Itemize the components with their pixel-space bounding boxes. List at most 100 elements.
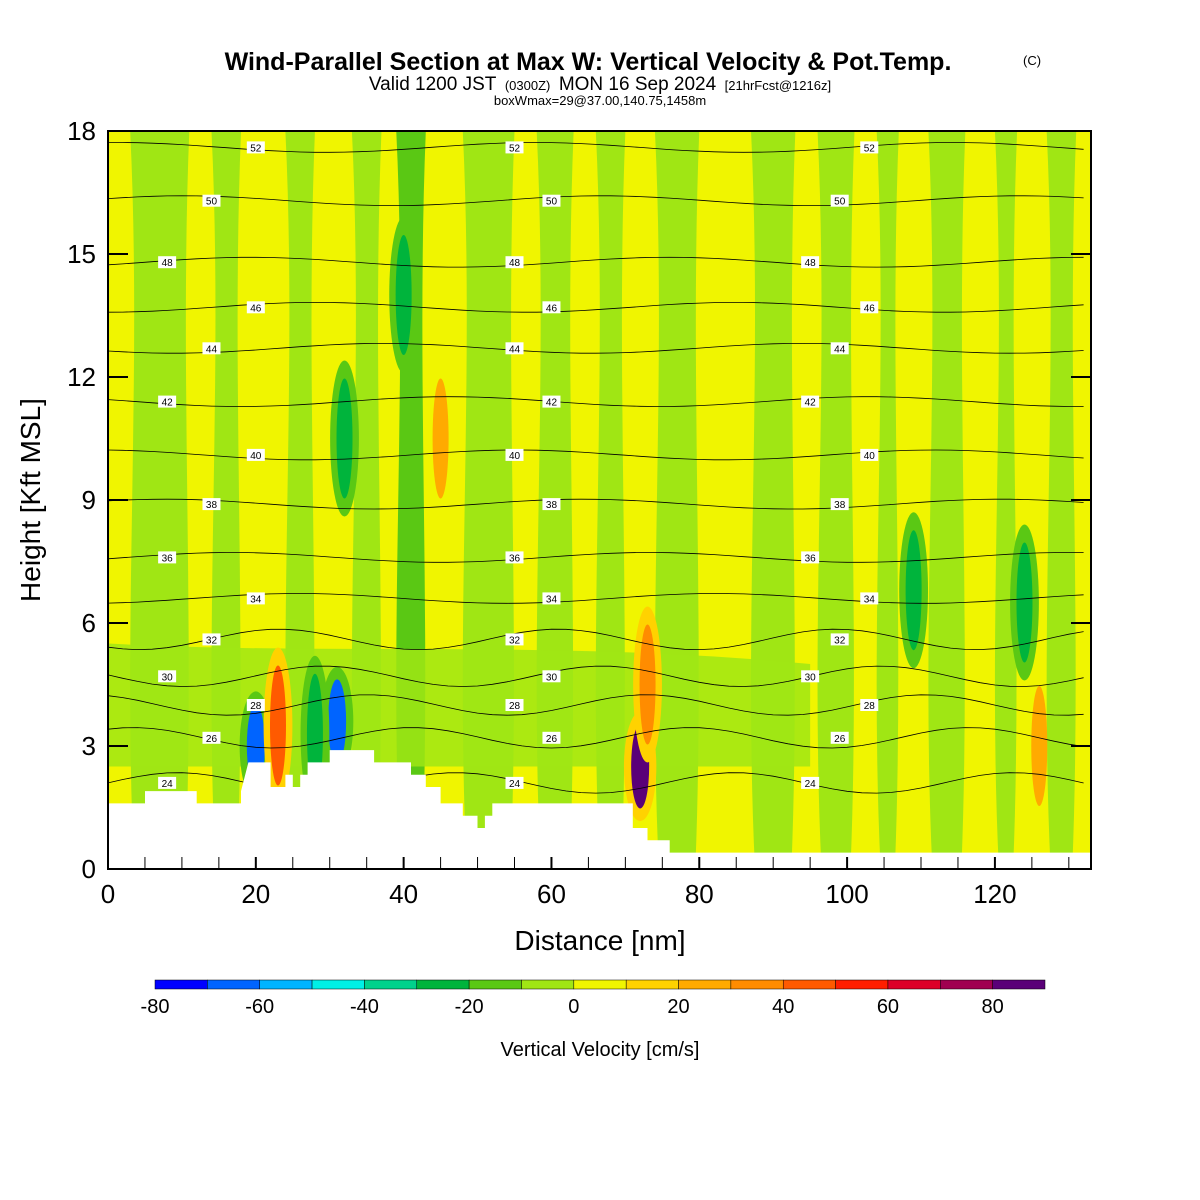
theta-contour-48: [108, 256, 1084, 268]
colorbar-swatch: [207, 979, 260, 990]
colorbar-tick-label: -80: [141, 996, 170, 1018]
theta-label-bg: [158, 776, 177, 789]
colorbar-swatch: [416, 979, 470, 990]
theta-label-bg: [801, 776, 820, 789]
theta-contour-label: 28: [509, 701, 521, 712]
theta-contour-label: 26: [546, 734, 558, 745]
subtitle-valid: Valid 1200 JST: [369, 74, 497, 95]
x-tick-label: 20: [241, 879, 270, 909]
theta-contour-26: [108, 727, 1084, 749]
colorbar-swatch: [887, 979, 941, 990]
theta-label-bg: [202, 731, 221, 744]
x-tick-label: 120: [973, 879, 1016, 909]
theta-label-bg: [158, 395, 177, 408]
colorbar-swatch: [835, 979, 889, 990]
theta-label-bg: [505, 776, 524, 789]
colorbar-swatch: [468, 979, 522, 990]
theta-label-bg: [830, 342, 849, 355]
theta-label-bg: [505, 699, 524, 711]
x-axis-label: Distance [nm]: [514, 925, 685, 956]
theta-contour-label: 42: [805, 398, 817, 409]
theta-contour-label: 32: [509, 635, 521, 646]
theta-contour-32: [108, 628, 1084, 651]
theta-contour-label: 34: [250, 594, 262, 605]
theta-contour-label: 50: [546, 197, 558, 208]
theta-contour-label: 50: [834, 197, 846, 208]
theta-label-bg: [542, 194, 561, 207]
theta-label-bg: [830, 731, 849, 744]
theta-contour-42: [108, 396, 1084, 407]
theta-label-bg: [801, 551, 820, 564]
colorbar-swatch: [940, 979, 993, 990]
theta-label-bg: [801, 256, 820, 269]
theta-label-bg: [542, 395, 561, 408]
theta-label-bg: [830, 633, 849, 646]
theta-contour-label: 48: [162, 258, 174, 269]
theta-label-bg: [505, 141, 524, 154]
theta-contour-label: 42: [162, 398, 174, 409]
theta-contour-label: 34: [546, 594, 558, 605]
potential-temperature-contours: 24 24 24 26 26 26 28 28 28 30 30 30 32 32 32 34 34 34 36 36…: [108, 141, 1084, 794]
theta-label-bg: [542, 592, 561, 605]
field-band-14: [1046, 131, 1077, 869]
colorbar-swatch: [782, 979, 836, 990]
plot-area: 24 24 24 26 26 26 28 28 28 30 30 30 32 32 32 34 34 34 36 36…: [108, 131, 1091, 869]
theta-contour-label: 52: [864, 143, 876, 154]
theta-label-bg: [542, 301, 561, 314]
theta-label-bg: [158, 670, 177, 683]
field-lowlevel-negative: [108, 643, 811, 767]
theta-label-bg: [801, 395, 820, 408]
y-tick-label: 12: [67, 362, 96, 392]
theta-contour-label: 30: [162, 672, 174, 683]
colorbar-swatch: [521, 979, 575, 990]
theta-label-bg: [158, 256, 177, 269]
x-tick-label: 100: [825, 879, 868, 909]
colorbar-tick-label: -20: [455, 996, 484, 1018]
theta-label-bg: [505, 256, 524, 269]
theta-contour-label: 24: [805, 779, 817, 790]
theta-contour-label: 32: [834, 635, 846, 646]
theta-label-bg: [246, 141, 265, 154]
theta-label-bg: [202, 194, 221, 207]
colorbar-tick-label: 80: [982, 996, 1004, 1018]
theta-contour-label: 38: [206, 500, 218, 511]
theta-contour-label: 36: [805, 553, 817, 564]
theta-label-bg: [158, 551, 177, 564]
y-tick-label: 15: [67, 239, 96, 269]
theta-contour-label: 36: [162, 553, 174, 564]
theta-contour-36: [108, 552, 1084, 563]
theta-label-bg: [860, 141, 879, 154]
y-tick-label: 9: [82, 485, 96, 515]
theta-label-bg: [505, 633, 524, 646]
theta-label-bg: [860, 448, 879, 461]
theta-contour-34: [108, 593, 1084, 604]
w-feature-1: [269, 665, 286, 786]
theta-contour-label: 46: [250, 303, 262, 314]
y-tick-label: 0: [82, 854, 96, 884]
theta-contour-label: 38: [546, 500, 558, 511]
theta-label-bg: [246, 699, 265, 711]
theta-contour-44: [108, 342, 1084, 354]
theta-label-bg: [830, 498, 849, 511]
chart-title: Wind-Parallel Section at Max W: Vertical…: [225, 48, 952, 76]
theta-label-bg: [505, 448, 524, 461]
theta-contour-label: 24: [162, 779, 174, 790]
theta-label-bg: [801, 670, 820, 683]
terrain: [108, 750, 1091, 869]
theta-label-bg: [830, 194, 849, 207]
w-feature-7: [395, 235, 412, 355]
w-feature-11: [1031, 686, 1048, 806]
y-axis-label: Height [Kft MSL]: [15, 398, 46, 602]
colorbar-swatch: [311, 979, 365, 990]
theta-contour-label: 26: [206, 734, 218, 745]
theta-contour-label: 44: [509, 344, 521, 355]
copyright-mark: (C): [1023, 53, 1041, 68]
field-band-13: [994, 131, 1018, 869]
theta-label-bg: [202, 342, 221, 355]
x-tick-label: 40: [389, 879, 418, 909]
w-feature-6: [432, 378, 449, 499]
x-tick-label: 0: [101, 879, 115, 909]
theta-contour-label: 24: [509, 779, 521, 790]
